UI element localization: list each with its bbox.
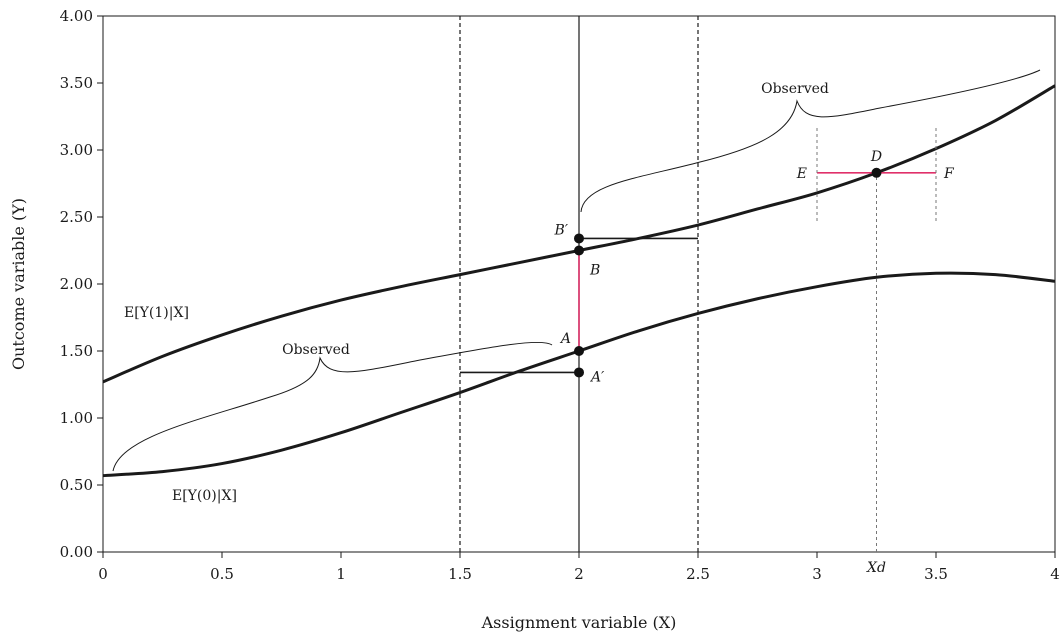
- y-tick-label: 3.00: [60, 141, 93, 159]
- ticks: 0 0.5 1 1.5 2 2.5 3 3.5 4 0.00 0.50 1.00 1.50 2.00 2.5…: [60, 7, 1060, 583]
- y-tick-label: 0.00: [60, 543, 93, 561]
- segments: [460, 127, 937, 552]
- point-label: A′: [589, 369, 605, 385]
- curve-label-y0: E[Y(0)|X]: [172, 488, 237, 504]
- x-axis-title: Assignment variable (X): [481, 613, 677, 632]
- point-label-e: E: [796, 166, 807, 182]
- y-tick-label: 2.50: [60, 208, 93, 226]
- observed-brace-upper: [580, 69, 1041, 213]
- y-tick-label: 3.50: [60, 74, 93, 92]
- x-tick-label: 0: [98, 565, 108, 583]
- observed-brace-lower: [112, 341, 553, 472]
- xd-label: Xd: [866, 560, 886, 576]
- y-tick-label: 4.00: [60, 7, 93, 25]
- point: [574, 346, 584, 356]
- y-tick-label: 0.50: [60, 476, 93, 494]
- curve-label-y1: E[Y(1)|X]: [124, 305, 189, 321]
- x-tick-label: 0.5: [210, 565, 234, 583]
- y-axis-title: Outcome variable (Y): [9, 198, 28, 370]
- point-label-f: F: [943, 166, 955, 182]
- point: [574, 245, 584, 256]
- y-tick-label: 1.50: [60, 342, 93, 360]
- y-tick-label: 2.00: [60, 275, 93, 293]
- x-tick-label: 4: [1050, 565, 1060, 583]
- point-label: A: [559, 331, 571, 347]
- observed-label-upper: Observed: [761, 81, 829, 97]
- point-label: B: [589, 263, 600, 279]
- y-tick-label: 1.00: [60, 409, 93, 427]
- observed-braces: [112, 69, 1041, 472]
- x-tick-label: 2: [574, 565, 584, 583]
- point-label: B′: [554, 222, 569, 238]
- point: [574, 233, 584, 244]
- point: [871, 167, 882, 178]
- x-tick-label: 1.5: [448, 565, 472, 583]
- x-tick-label: 1: [336, 565, 346, 583]
- x-tick-label: 3: [812, 565, 822, 583]
- x-tick-label: 2.5: [686, 565, 710, 583]
- x-tick-label: 3.5: [924, 565, 948, 583]
- point: [574, 367, 584, 378]
- observed-label-lower: Observed: [282, 342, 350, 358]
- points: B′ B A A′ D: [554, 149, 883, 386]
- point-label: D: [870, 149, 882, 165]
